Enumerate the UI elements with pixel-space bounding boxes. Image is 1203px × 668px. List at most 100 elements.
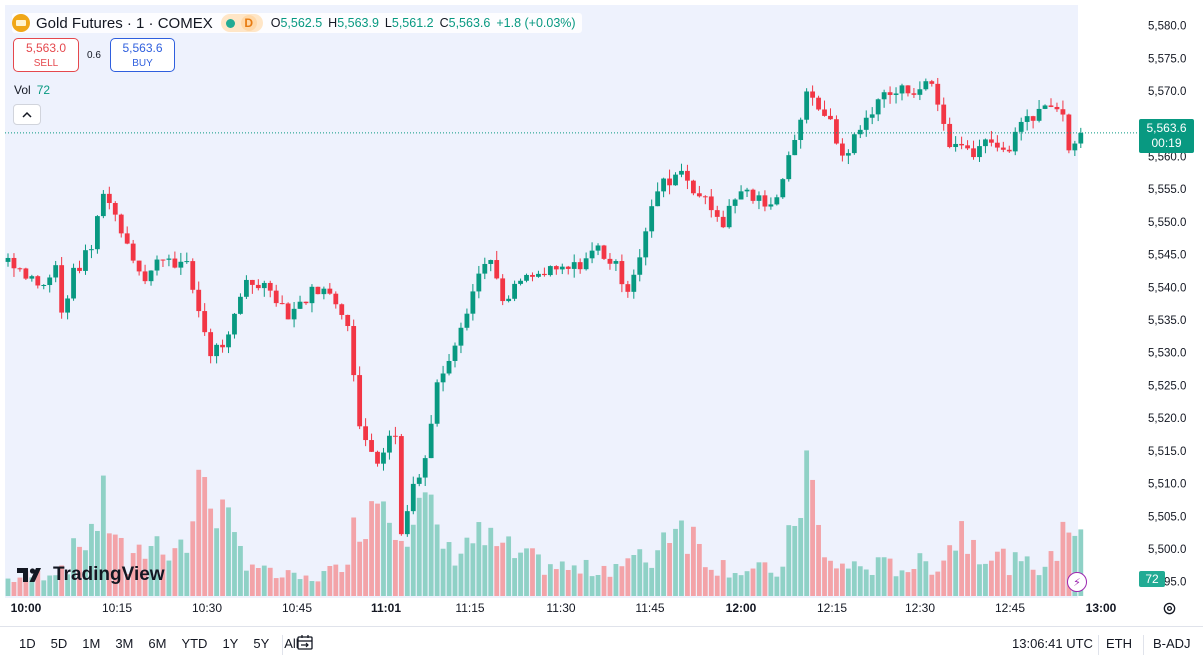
volume-bar [661, 532, 666, 596]
range-1y-button[interactable]: 1Y [217, 636, 243, 651]
volume-bar [512, 558, 517, 596]
candle [292, 302, 297, 327]
range-3m-button[interactable]: 3M [110, 636, 138, 651]
price-tick-label: 5,545.0 [1148, 250, 1186, 262]
candle [167, 255, 172, 267]
candle [304, 302, 309, 305]
volume-bar [1043, 567, 1048, 596]
volume-bar [202, 477, 207, 596]
candle [619, 254, 624, 292]
volume-bar [339, 572, 344, 596]
range-1d-button[interactable]: 1D [14, 636, 41, 651]
candle [77, 261, 82, 274]
market-status[interactable]: D [221, 14, 263, 32]
volume-bar [572, 565, 577, 596]
candle [512, 281, 517, 301]
candle [917, 81, 922, 100]
volume-bar [196, 470, 201, 596]
volume-bar [399, 541, 404, 596]
range-6m-button[interactable]: 6M [143, 636, 171, 651]
volume-bar [840, 564, 845, 596]
range-5d-button[interactable]: 5D [46, 636, 73, 651]
candle [125, 226, 130, 244]
sell-button[interactable]: 5,563.0 SELL [13, 38, 79, 72]
symbol-title[interactable]: Gold Futures · 1 · COMEX [36, 15, 213, 32]
candle [375, 451, 380, 467]
volume-bar [786, 525, 791, 596]
utc-clock[interactable]: 13:06:41 UTC [1012, 636, 1093, 651]
candle [906, 85, 911, 96]
price-tick-label: 5,535.0 [1148, 315, 1186, 327]
collapse-legend-button[interactable] [13, 104, 41, 125]
candle [965, 140, 970, 150]
volume-bar [876, 557, 881, 596]
ohlc-high: H5,563.9 [328, 16, 379, 30]
candle [673, 172, 678, 186]
candle [321, 287, 326, 300]
volume-bar [1007, 575, 1012, 596]
candle [47, 275, 52, 293]
volume-bar [685, 554, 690, 596]
go-to-date-icon[interactable] [295, 633, 315, 653]
candle [876, 98, 881, 121]
range-ytd-button[interactable]: YTD [176, 636, 212, 651]
candle [256, 279, 261, 290]
time-tick-label: 10:15 [102, 601, 132, 615]
candle [1001, 142, 1006, 152]
toolbar-divider [1143, 635, 1144, 655]
volume-bar [834, 568, 839, 596]
buy-button[interactable]: 5,563.6 BUY [110, 38, 175, 72]
candle [768, 197, 773, 209]
sell-label: SELL [14, 56, 78, 71]
volume-bar [614, 564, 619, 596]
adjustment-toggle[interactable]: B-ADJ [1153, 636, 1191, 651]
volume-bar [655, 550, 660, 596]
volume-bar [947, 545, 952, 596]
volume-bar [804, 450, 809, 596]
candle [29, 275, 34, 282]
volume-bar [912, 569, 917, 596]
time-tick-label: 13:00 [1086, 601, 1117, 615]
toolbar-divider [282, 635, 283, 655]
volume-bar [715, 576, 720, 596]
time-tick-label: 10:30 [192, 601, 222, 615]
symbol-legend[interactable]: Gold Futures · 1 · COMEX D O5,562.5 H5,5… [12, 13, 582, 33]
candle [584, 253, 589, 271]
volume-bar [590, 576, 595, 596]
candle [804, 88, 809, 123]
volume-bar [900, 570, 905, 596]
buy-price: 5,563.6 [111, 41, 174, 56]
volume-legend[interactable]: Vol 72 [14, 83, 50, 97]
volume-bar [238, 546, 243, 596]
candle [1037, 100, 1042, 122]
volume-bar [536, 554, 541, 596]
chart-settings-icon[interactable] [1161, 601, 1177, 617]
volume-bar [727, 578, 732, 596]
price-chart[interactable]: 5,580.05,575.05,570.05,565.05,560.05,555… [0, 0, 1203, 668]
candle [953, 136, 958, 152]
time-tick-label: 10:45 [282, 601, 312, 615]
volume-bar [321, 571, 326, 596]
volume-bar [602, 566, 607, 596]
lightning-icon[interactable]: ⚡ [1067, 572, 1087, 592]
volume-bar [244, 571, 249, 596]
session-toggle[interactable]: ETH [1106, 636, 1132, 651]
range-5y-button[interactable]: 5Y [248, 636, 274, 651]
volume-bar [369, 501, 374, 596]
candle [1049, 98, 1054, 107]
price-tick-label: 5,575.0 [1148, 53, 1186, 65]
range-1m-button[interactable]: 1M [77, 636, 105, 651]
sell-price: 5,563.0 [14, 41, 78, 56]
candle [727, 199, 732, 229]
tradingview-logo[interactable]: TradingView [17, 564, 165, 586]
candle [637, 249, 642, 281]
volume-bar [691, 527, 696, 596]
candle [506, 295, 511, 302]
volume-bar [649, 568, 654, 596]
candle [697, 186, 702, 198]
volume-bar [697, 544, 702, 596]
volume-bar [560, 561, 565, 596]
volume-bar [596, 575, 601, 596]
candle [733, 198, 738, 213]
volume-bar [608, 577, 613, 596]
